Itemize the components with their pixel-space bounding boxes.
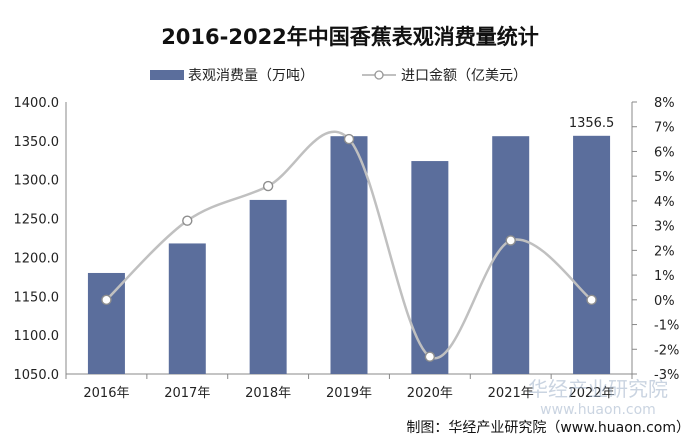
watermark-text: 华经产业研究院 xyxy=(528,377,668,401)
x-tick-label: 2022年 xyxy=(569,386,615,401)
y-right-tick-label: 1% xyxy=(654,269,675,284)
y-left-tick-label: 1300.0 xyxy=(14,174,60,189)
y-right-tick-label: -1% xyxy=(654,319,679,334)
x-tick-label: 2018年 xyxy=(245,386,291,401)
line-point-2016年 xyxy=(101,294,112,306)
y-right-tick-label: -3% xyxy=(654,368,679,383)
bar-2021年 xyxy=(492,136,530,374)
y-right-tick-label: 8% xyxy=(654,96,675,111)
bar-2017年 xyxy=(168,243,206,374)
line-point-2017年 xyxy=(182,215,193,226)
y-right-tick-label: 2% xyxy=(654,244,675,259)
x-tick-label: 2020年 xyxy=(407,386,453,401)
y-right-tick-label: 6% xyxy=(654,145,675,160)
y-right-tick-label: 5% xyxy=(654,170,675,185)
chart-title: 2016-2022年中国香蕉表观消费量统计 xyxy=(161,25,539,49)
y-left-tick-label: 1100.0 xyxy=(14,329,60,344)
y-right-tick-label: -2% xyxy=(654,343,679,358)
x-tick-label: 2016年 xyxy=(83,386,129,401)
x-tick-label: 2019年 xyxy=(326,386,372,401)
x-tick-label: 2021年 xyxy=(488,386,534,401)
x-tick-label: 2017年 xyxy=(164,386,210,401)
bar-2016年 xyxy=(87,272,125,374)
bar-2018年 xyxy=(249,199,287,374)
line-point-2018年 xyxy=(262,180,274,192)
y-right-tick-label: 0% xyxy=(654,294,675,309)
watermark-url: www.huaon.com xyxy=(540,402,656,418)
y-left-tick-label: 1250.0 xyxy=(14,213,60,228)
y-right-tick-label: 4% xyxy=(654,195,675,210)
y-right-tick-label: 7% xyxy=(654,121,675,136)
line-point-2019年 xyxy=(343,133,355,145)
y-left-tick-label: 1150.0 xyxy=(14,290,60,305)
bar-2020年 xyxy=(411,161,449,374)
line-point-2022年 xyxy=(586,294,597,306)
data-label: 1356.5 xyxy=(569,116,615,131)
bar-2022年 xyxy=(573,135,611,374)
y-left-tick-label: 1350.0 xyxy=(14,135,60,150)
y-left-tick-label: 1200.0 xyxy=(14,251,60,266)
y-left-tick-label: 1050.0 xyxy=(14,368,60,383)
source-note: 制图：华经产业研究院（www.huaon.com） xyxy=(406,420,690,436)
legend-line-label: 进口金额（亿美元） xyxy=(401,68,527,84)
legend-bar-label: 表观消费量（万吨） xyxy=(188,68,314,84)
line-point-2020年 xyxy=(424,351,436,362)
line-point-2021年 xyxy=(505,235,516,246)
bar-2019年 xyxy=(330,136,368,374)
legend-line-marker xyxy=(374,70,384,80)
y-right-tick-label: 3% xyxy=(654,220,675,235)
legend-bar-swatch xyxy=(150,70,184,80)
y-left-tick-label: 1400.0 xyxy=(14,96,60,111)
